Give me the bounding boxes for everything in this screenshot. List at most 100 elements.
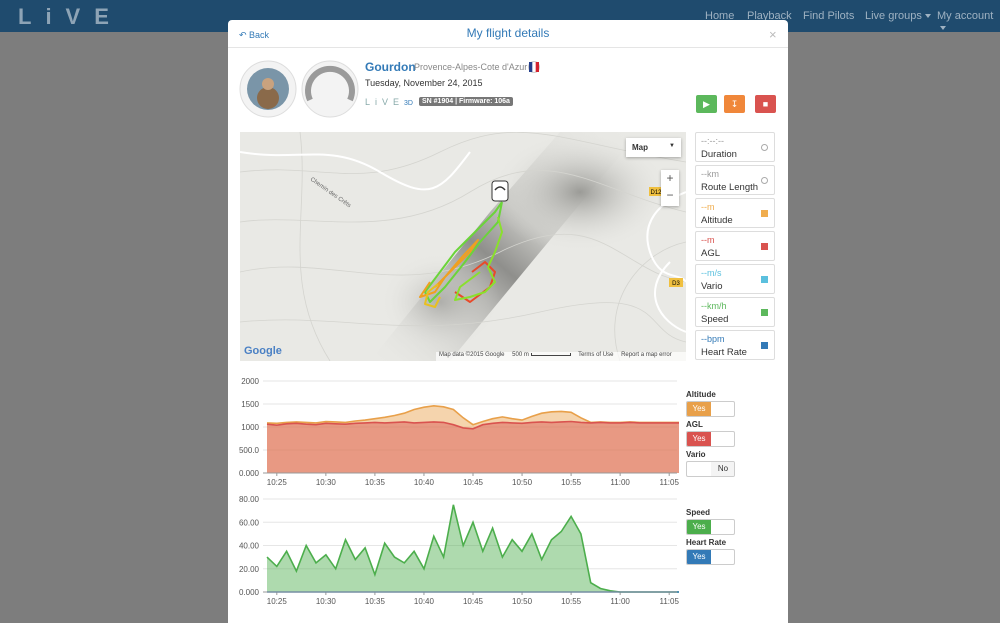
toggle-label: Altitude — [686, 390, 716, 399]
nav-item[interactable]: My account — [937, 10, 1000, 34]
road-label: D3 — [672, 281, 680, 287]
track-marker-glider — [494, 186, 506, 191]
nav-item[interactable]: Live groups — [865, 10, 931, 22]
stat-icon — [761, 309, 768, 316]
map-terms[interactable]: Terms of Use — [578, 352, 614, 358]
stat-icon — [761, 342, 768, 349]
x-tick-label: 10:30 — [316, 478, 337, 487]
stat-card: --m Altitude — [695, 198, 775, 228]
stat-value: --km/h — [701, 301, 727, 311]
logo[interactable]: LiVE — [18, 4, 123, 29]
modal-title: My flight details — [466, 26, 550, 40]
stat-label: AGL — [701, 248, 721, 259]
stat-label: Duration — [701, 149, 737, 160]
delete-button[interactable]: ■ — [755, 95, 776, 113]
map-report[interactable]: Report a map error — [621, 352, 672, 358]
x-tick-label: 10:50 — [512, 478, 533, 487]
stat-card: --m AGL — [695, 231, 775, 261]
x-tick-label: 10:30 — [316, 597, 337, 606]
x-tick-label: 11:05 — [659, 597, 679, 606]
stat-value: --m — [701, 235, 715, 245]
stat-icon — [761, 144, 768, 151]
map-scale: 500 m — [512, 352, 529, 358]
caret: ▼ — [669, 143, 675, 149]
y-tick-label: 500.0 — [239, 446, 260, 455]
road-shield — [669, 278, 683, 287]
toggle-switch[interactable]: Yes — [686, 549, 735, 565]
map-type-text: Map — [632, 143, 648, 152]
x-tick-label: 10:55 — [561, 478, 582, 487]
x-tick-label: 10:50 — [512, 597, 533, 606]
stat-value: --:--:-- — [701, 136, 724, 146]
y-tick-label: 60.00 — [239, 518, 260, 527]
y-tick-label: 40.00 — [239, 542, 260, 551]
pilot-photo-detail — [262, 78, 274, 90]
x-tick-label: 11:05 — [659, 478, 679, 487]
close-button[interactable]: × — [769, 27, 777, 42]
map-attribution: Map data ©2015 Google — [439, 352, 505, 358]
stat-icon — [761, 243, 768, 250]
flight-date: Tuesday, November 24, 2015 — [365, 78, 483, 88]
y-tick-label: 0.000 — [239, 588, 260, 597]
download-button[interactable]: ↧ — [724, 95, 745, 113]
road-shield — [649, 187, 663, 196]
toggle-state: Yes — [687, 432, 711, 446]
stat-icon — [761, 177, 768, 184]
stat-card: --km Route Length — [695, 165, 775, 195]
glider-icon — [305, 65, 355, 102]
terrain-hill — [490, 132, 670, 252]
series-area — [267, 421, 679, 473]
nav-item[interactable]: Playback — [747, 10, 792, 22]
zoom-control: + − — [661, 170, 679, 206]
back-link[interactable]: ↶ Back — [239, 30, 270, 40]
site-name: Gourdon — [365, 60, 416, 74]
device-logo: LiVE3D — [365, 97, 413, 107]
toggle-label: Heart Rate — [686, 538, 727, 547]
toggle-label: AGL — [686, 420, 703, 429]
x-tick-label: 10:55 — [561, 597, 582, 606]
x-tick-label: 10:40 — [414, 597, 435, 606]
series-line — [266, 504, 679, 593]
contours — [240, 132, 686, 361]
x-tick-label: 10:25 — [267, 478, 288, 487]
nav-item[interactable]: Home — [705, 10, 735, 22]
stat-card: --bpm Heart Rate — [695, 330, 775, 360]
terrain-hill — [380, 252, 500, 352]
track-marker — [491, 180, 509, 202]
flight-track — [419, 201, 503, 308]
stat-label: Heart Rate — [701, 347, 747, 358]
y-tick-label: 80.00 — [239, 495, 260, 504]
toggle-switch[interactable]: Yes — [686, 401, 735, 417]
toggle-switch[interactable]: Yes — [686, 431, 735, 447]
x-tick-label: 10:40 — [414, 478, 435, 487]
zoom-out[interactable]: − — [666, 188, 674, 202]
scale-bar — [530, 353, 571, 356]
y-tick-label: 20.00 — [239, 565, 260, 574]
y-tick-label: 2000 — [241, 377, 259, 386]
y-tick-label: 1000 — [241, 423, 259, 432]
toggle-state: Yes — [687, 520, 711, 534]
y-tick-label: 0.000 — [239, 469, 260, 478]
x-tick-label: 10:35 — [365, 478, 386, 487]
map-type-button[interactable]: Map ▼ — [626, 138, 681, 157]
stat-value: --km — [701, 169, 719, 179]
x-tick-label: 10:35 — [365, 597, 386, 606]
toggle-state: Yes — [687, 550, 711, 564]
play-button[interactable]: ▶ — [696, 95, 717, 113]
x-tick-label: 10:45 — [463, 597, 484, 606]
stat-label: Vario — [701, 281, 723, 292]
x-tick-label: 10:25 — [267, 597, 288, 606]
nav-item[interactable]: Find Pilots — [803, 10, 855, 22]
map-brand: Google — [244, 345, 282, 357]
toggle-label: Speed — [686, 508, 711, 517]
stat-label: Route Length — [701, 182, 759, 193]
toggle-switch[interactable]: No — [686, 461, 735, 477]
x-tick-label: 11:00 — [610, 478, 630, 487]
toggle-switch[interactable]: Yes — [686, 519, 735, 535]
stat-card: --km/h Speed — [695, 297, 775, 327]
device-model: 3D — [404, 100, 413, 107]
stat-value: --m — [701, 202, 715, 212]
device-badge: SN #1904 | Firmware: 106a — [419, 97, 513, 106]
zoom-in[interactable]: + — [666, 171, 674, 185]
map[interactable]: D12 D3 Chemin des Crêts Map ▼ + − Google … — [240, 132, 686, 361]
